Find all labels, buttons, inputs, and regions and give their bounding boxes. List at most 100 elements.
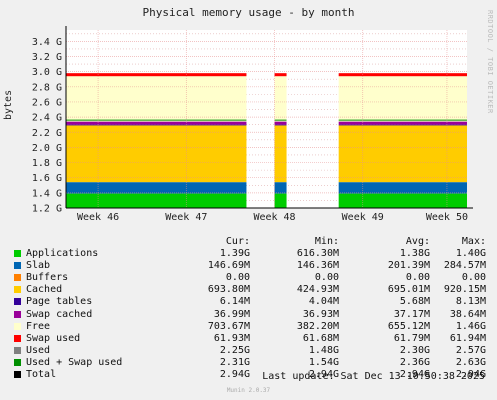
area-cached xyxy=(66,125,247,183)
legend-cur-value: 61.93M xyxy=(213,332,250,344)
legend-row: Free 703.67M 382.20M 655.12M 1.46G xyxy=(12,321,487,333)
legend-series-name: Free xyxy=(26,320,51,332)
legend-min-value: 1.54G xyxy=(308,356,339,368)
area-slab xyxy=(66,182,247,194)
legend-avg-value: 1.38G xyxy=(399,248,430,260)
legend-row: Swap cached 36.99M 36.93M 37.17M 38.64M xyxy=(12,309,487,321)
legend-swatch xyxy=(14,322,21,330)
legend-max-value: 1.46G xyxy=(455,320,486,332)
legend-series-name: Swap used xyxy=(26,332,81,344)
area-swap-used xyxy=(66,73,247,77)
legend-series-name: Swap cached xyxy=(26,308,93,320)
area-page-tables xyxy=(274,124,287,126)
legend-max-value: 61.94M xyxy=(449,332,486,344)
legend-min-value: 616.30M xyxy=(296,248,339,260)
legend-cur-value: 703.67M xyxy=(207,320,250,332)
legend-max-value: 8.13M xyxy=(455,296,486,308)
legend-avg-value: 5.68M xyxy=(399,296,430,308)
legend-avg-value: 0.00 xyxy=(405,272,430,284)
legend-avg-value: 2.94G xyxy=(399,369,430,381)
legend-row: Cached 693.80M 424.93M 695.01M 920.15M xyxy=(12,284,487,296)
area-cached xyxy=(338,125,467,183)
legend-max-value: 284.57M xyxy=(443,260,486,272)
legend-max-value: 0.00 xyxy=(461,272,486,284)
legend-cur-value: 6.14M xyxy=(219,296,250,308)
y-tick-label: 1.8 G xyxy=(32,158,62,169)
x-tick-label: Week 50 xyxy=(426,212,468,223)
area-page-tables xyxy=(338,124,467,126)
legend-min-value: 2.94G xyxy=(308,369,339,381)
legend-cur-value: 2.94G xyxy=(219,369,250,381)
legend-header-avg: Avg: xyxy=(405,236,430,247)
x-tick-label: Week 48 xyxy=(253,212,295,223)
legend-min-value: 36.93M xyxy=(302,308,339,320)
legend-cur-value: 36.99M xyxy=(213,308,250,320)
y-tick-label: 3.2 G xyxy=(32,52,62,63)
legend-min-value: 4.04M xyxy=(308,296,339,308)
area-cached xyxy=(274,125,287,183)
legend-swatch xyxy=(14,310,21,318)
y-tick-label: 3.0 G xyxy=(32,67,62,78)
y-tick-label: 3.4 G xyxy=(32,37,62,48)
legend-header-min: Min: xyxy=(314,236,339,247)
y-tick-label: 2.2 G xyxy=(32,128,62,139)
area-applications xyxy=(338,193,467,208)
legend-max-value: 38.64M xyxy=(449,308,486,320)
area-swap-used xyxy=(274,73,287,77)
legend-avg-value: 2.30G xyxy=(399,344,430,356)
legend-avg-value: 2.36G xyxy=(399,356,430,368)
legend-series-name: Buffers xyxy=(26,272,69,284)
legend-header-cur: Cur: xyxy=(225,236,250,247)
legend-min-value: 146.36M xyxy=(296,260,339,272)
legend-row: Buffers 0.00 0.00 0.00 0.00 xyxy=(12,272,487,284)
legend-swatch xyxy=(14,334,21,342)
legend-avg-value: 61.79M xyxy=(393,332,430,344)
y-tick-label: 2.0 G xyxy=(32,143,62,154)
legend-swatch xyxy=(14,286,21,294)
legend-row: Total 2.94G 2.94G 2.94G 2.94G xyxy=(12,369,487,381)
legend-swatch xyxy=(14,358,21,366)
area-free xyxy=(274,76,287,122)
legend-max-value: 2.63G xyxy=(455,356,486,368)
legend-row: Swap used 61.93M 61.68M 61.79M 61.94M xyxy=(12,333,487,345)
legend-cur-value: 693.80M xyxy=(207,284,250,296)
legend-swatch xyxy=(14,346,21,354)
legend-cur-value: 0.00 xyxy=(225,272,250,284)
legend-max-value: 2.94G xyxy=(455,369,486,381)
legend-row: Page tables 6.14M 4.04M 5.68M 8.13M xyxy=(12,296,487,308)
legend-avg-value: 655.12M xyxy=(387,320,430,332)
area-slab xyxy=(274,182,287,194)
legend-series-name: Slab xyxy=(26,260,51,272)
x-tick-label: Week 49 xyxy=(342,212,384,223)
legend-avg-value: 695.01M xyxy=(387,284,430,296)
rrdtool-watermark: RRDTOOL / TOBI OETIKER xyxy=(486,10,494,114)
legend-series-name: Cached xyxy=(26,284,63,296)
legend-row: Applications 1.39G 616.30M 1.38G 1.40G xyxy=(12,248,487,260)
area-swap-cached xyxy=(66,121,247,125)
legend-avg-value: 37.17M xyxy=(393,308,430,320)
legend-cur-value: 2.31G xyxy=(219,356,250,368)
legend-min-value: 1.48G xyxy=(308,344,339,356)
legend-swatch xyxy=(14,274,21,282)
legend-min-value: 382.20M xyxy=(296,320,339,332)
legend-cur-value: 1.39G xyxy=(219,248,250,260)
last-update-text: Last update: Sat Dec 13 10:50:38 2025 xyxy=(262,371,485,382)
area-swap-used xyxy=(338,73,467,77)
legend-header-row: Cur: Min: Avg: Max: xyxy=(12,236,487,248)
x-tick-label: Week 47 xyxy=(165,212,207,223)
legend-max-value: 920.15M xyxy=(443,284,486,296)
legend-series-name: Used xyxy=(26,344,51,356)
y-tick-label: 2.6 G xyxy=(32,97,62,108)
legend-swatch xyxy=(14,262,21,270)
legend-swatch xyxy=(14,250,21,258)
legend-row: Used 2.25G 1.48G 2.30G 2.57G xyxy=(12,345,487,357)
legend-cur-value: 146.69M xyxy=(207,260,250,272)
legend-avg-value: 201.39M xyxy=(387,260,430,272)
y-tick-label: 1.4 G xyxy=(32,188,62,199)
legend-cur-value: 2.25G xyxy=(219,344,250,356)
legend-swatch xyxy=(14,298,21,306)
x-tick-label: Week 46 xyxy=(77,212,119,223)
y-tick-label: 2.8 G xyxy=(32,82,62,93)
